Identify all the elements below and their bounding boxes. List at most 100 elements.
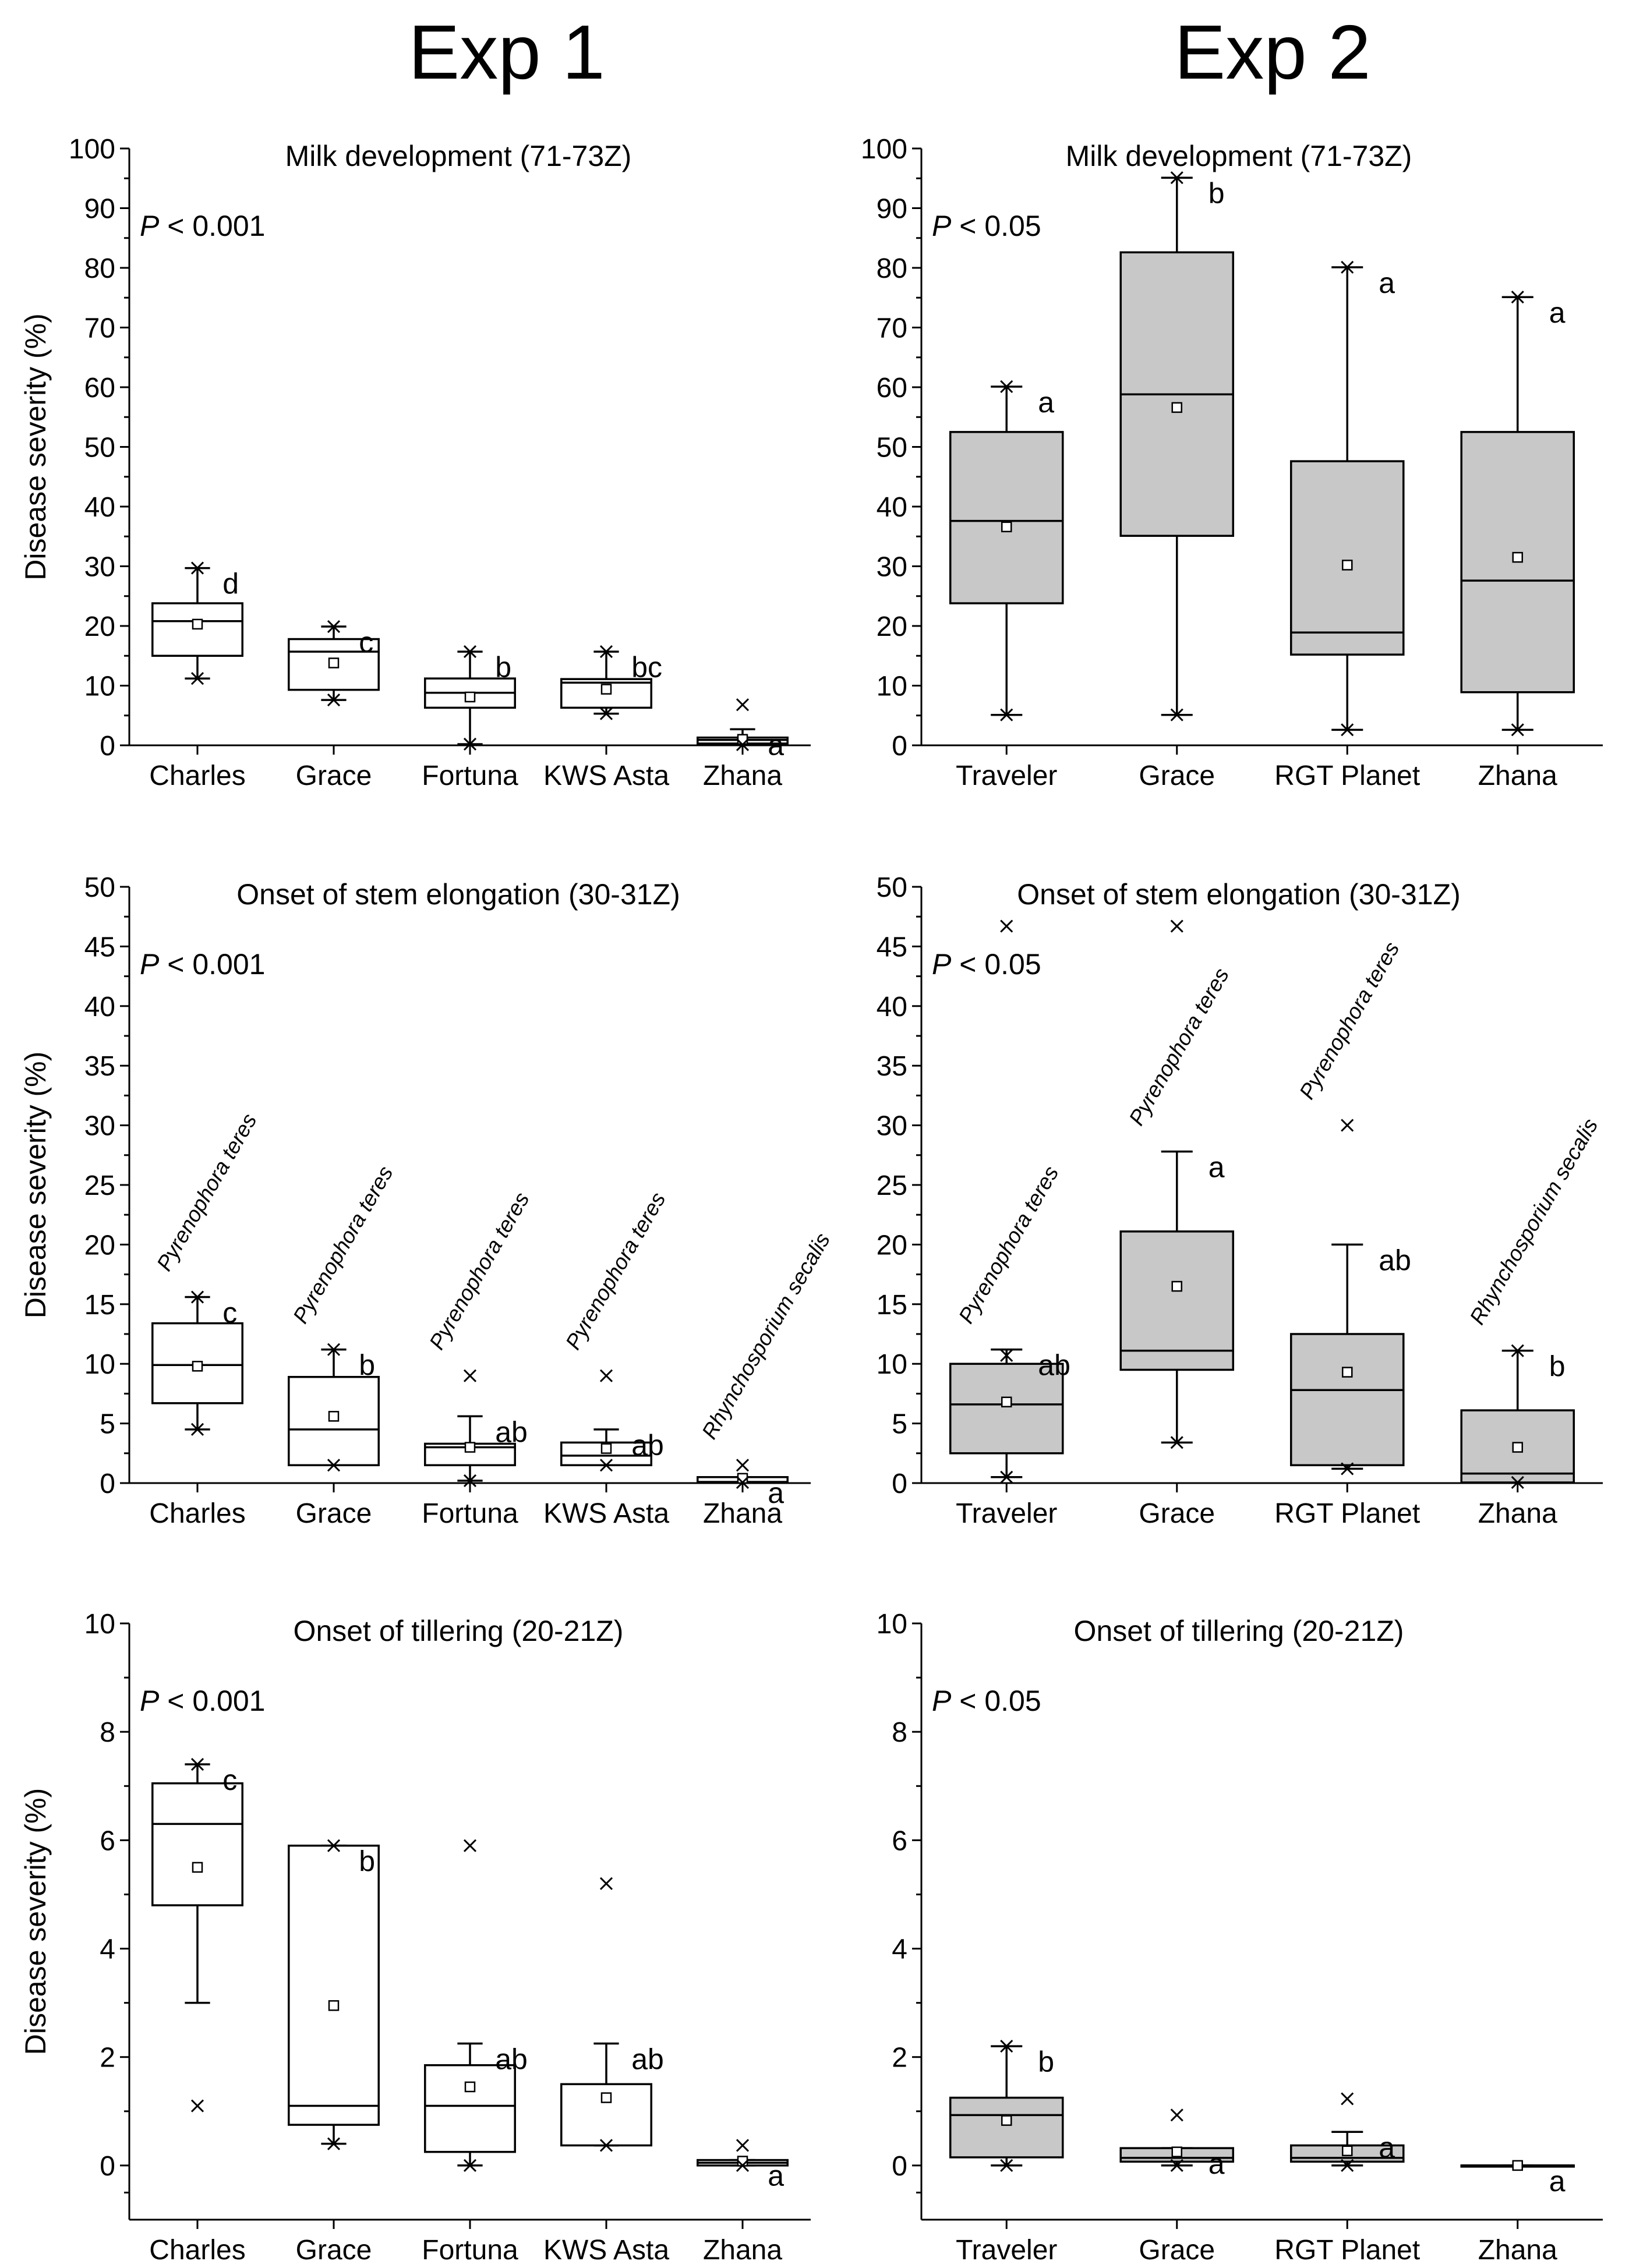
chart-panel-5: 0 2 4 6 8 10 Onset of tillering (20-21Z) P < 0.… <box>19 1609 811 2266</box>
y-axis-label: Disease severity (%) <box>19 1052 52 1318</box>
p-value-symbol: P <box>140 210 160 242</box>
box-body <box>1289 460 1405 656</box>
box-2: c <box>288 620 380 707</box>
y-tick-label: 45 <box>877 932 907 963</box>
panel-title: Onset of stem elongation (30-31Z) <box>1017 878 1461 911</box>
x-tick-label: Traveler <box>956 2235 1057 2266</box>
significance-letter: ab <box>631 2043 664 2075</box>
p-value-text: < 0.05 <box>951 1685 1041 1717</box>
box-mean <box>328 1411 340 1422</box>
panel-title: Onset of tillering (20-21Z) <box>294 1615 624 1647</box>
box-mean <box>464 1442 476 1453</box>
y-tick-label: 8 <box>100 1717 115 1748</box>
significance-letter: c <box>222 1297 237 1329</box>
y-tick-label: 50 <box>84 872 115 903</box>
significance-letter: c <box>359 626 373 659</box>
x-tick-label: Traveler <box>956 760 1057 791</box>
significance-letter: a <box>1549 296 1566 329</box>
box-body <box>1289 1333 1405 1467</box>
outlier-point <box>190 672 204 685</box>
outlier-point <box>327 1343 341 1356</box>
p-value: P < 0.05 <box>932 210 1041 242</box>
significance-letter: a <box>768 2160 784 2192</box>
significance-letter: a <box>1379 267 1395 299</box>
outlier-point <box>1511 291 1524 304</box>
y-tick-label: 0 <box>100 2151 115 2182</box>
species-label: Pyrenophora teres <box>425 1188 534 1354</box>
box-5: a <box>697 698 789 761</box>
box-mean <box>192 618 203 630</box>
p-value-symbol: P <box>140 1685 160 1717</box>
y-tick-label: 0 <box>100 731 115 762</box>
outlier-point <box>190 2099 204 2113</box>
p-value: P < 0.001 <box>140 210 265 242</box>
x-tick-label: Grace <box>1139 760 1215 791</box>
outlier-point <box>190 561 204 575</box>
y-tick-label: 20 <box>84 611 115 642</box>
y-tick-label: 35 <box>84 1051 115 1082</box>
box-1: c Pyrenophora teres <box>151 1109 262 1436</box>
p-value: P < 0.05 <box>932 948 1041 981</box>
significance-letter: b <box>1209 177 1225 210</box>
significance-letter: b <box>495 651 511 684</box>
box-mean <box>192 1361 203 1372</box>
y-tick-label: 15 <box>84 1290 115 1321</box>
outlier-point <box>1170 919 1183 933</box>
box-3: b <box>424 645 516 751</box>
y-tick-label: 0 <box>100 1469 115 1499</box>
significance-letter: bc <box>631 651 662 684</box>
significance-letter: ab <box>1379 1244 1411 1276</box>
outlier-point <box>1000 919 1013 933</box>
box-4: ab Pyrenophora teres <box>560 1188 670 1472</box>
box-2: b <box>288 1839 380 2150</box>
species-label: Pyrenophora teres <box>561 1188 670 1354</box>
column-title-exp2: Exp 2 <box>1174 9 1371 95</box>
box-mean <box>1342 2145 1353 2157</box>
y-tick-label: 20 <box>84 1230 115 1261</box>
box-5: a <box>697 2139 789 2192</box>
outlier-point <box>736 2139 750 2152</box>
outlier-point <box>1000 2040 1013 2053</box>
outlier-point <box>1000 380 1013 394</box>
y-tick-label: 60 <box>84 373 115 404</box>
outlier-point <box>1000 2159 1013 2172</box>
box-mean <box>1342 560 1353 571</box>
significance-letter: b <box>1038 2046 1054 2078</box>
y-tick-label: 8 <box>892 1717 907 1748</box>
panel-title: Onset of stem elongation (30-31Z) <box>236 878 680 911</box>
box-mean <box>192 1862 203 1873</box>
x-tick-label: Zhana <box>1478 760 1557 791</box>
p-value-symbol: P <box>932 1685 952 1717</box>
y-tick-label: 35 <box>877 1051 907 1082</box>
significance-letter: a <box>1549 2165 1566 2198</box>
box-2: b <box>1119 171 1235 721</box>
y-tick-label: 30 <box>84 1111 115 1142</box>
box-3: ab Pyrenophora teres <box>1289 937 1411 1476</box>
y-tick-label: 70 <box>877 313 907 344</box>
box-body <box>151 1782 243 1906</box>
outlier-point <box>463 1474 477 1487</box>
x-tick-label: KWS Asta <box>543 760 669 791</box>
box-mean <box>1171 2146 1182 2157</box>
y-tick-label: 70 <box>84 313 115 344</box>
x-tick-label: Traveler <box>956 1498 1057 1529</box>
x-tick-label: Zhana <box>1478 2235 1557 2266</box>
y-tick-label: 50 <box>877 872 907 903</box>
outlier-point <box>190 1290 204 1304</box>
significance-letter: ab <box>631 1429 664 1462</box>
box-mean <box>1171 402 1182 413</box>
outlier-point <box>463 1369 477 1382</box>
panel-title: Milk development (71-73Z) <box>285 140 632 172</box>
significance-letter: a <box>1209 1151 1225 1184</box>
box-5: a Rhynchosporium secalis <box>697 1229 835 1509</box>
x-tick-label: RGT Planet <box>1274 1498 1420 1529</box>
x-tick-label: KWS Asta <box>543 1498 669 1529</box>
box-4: ab <box>560 1877 664 2152</box>
box-body <box>288 1844 380 2126</box>
box-body <box>949 431 1064 604</box>
outlier-point <box>463 2159 477 2172</box>
box-3: ab Pyrenophora teres <box>424 1188 534 1487</box>
y-tick-label: 60 <box>877 373 907 404</box>
p-value: P < 0.001 <box>140 1685 265 1717</box>
species-label: Rhynchosporium secalis <box>1465 1114 1602 1329</box>
